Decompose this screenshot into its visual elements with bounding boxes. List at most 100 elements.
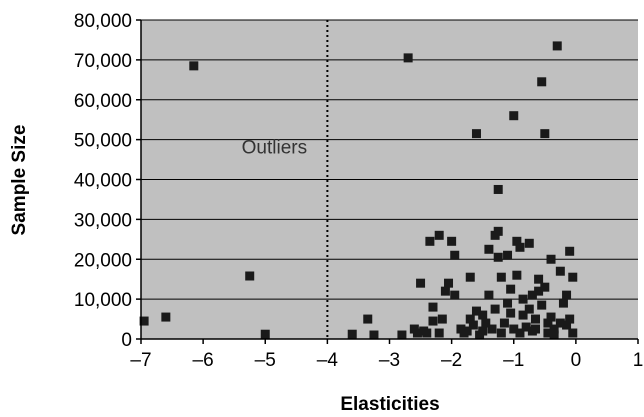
data-point [416,278,426,288]
data-point [478,310,488,320]
data-point [530,324,540,334]
data-point [189,61,199,71]
x-tick-label: –1 [503,350,524,371]
data-point [440,286,450,296]
data-point [515,328,525,338]
data-points [139,41,578,340]
data-point [509,111,519,121]
data-point [543,328,553,338]
data-point [496,328,506,338]
data-point [434,230,444,240]
data-point [450,290,460,300]
data-point [549,324,559,334]
data-point [450,250,460,260]
data-point [481,318,491,328]
data-point [161,312,171,322]
x-tick-label: –2 [441,350,462,371]
y-tick-label: 50,000 [74,131,132,152]
data-point [484,290,494,300]
data-point [558,298,568,308]
y-tick-label: 30,000 [74,210,132,231]
y-tick-label: 0 [121,330,132,351]
data-point [524,304,534,314]
data-point [546,312,556,322]
data-point [434,328,444,338]
data-point [499,318,509,328]
data-point [568,272,578,282]
data-point [428,316,438,326]
data-point [537,300,547,310]
y-axis-ticks: 0 10,000 20,000 30,000 40,000 50,000 60,000 70,… [74,11,141,351]
data-point [245,271,255,281]
data-point [540,129,550,139]
annotation-outliers: Outliers [242,138,307,159]
data-point [475,330,485,340]
y-tick-label: 70,000 [74,51,132,72]
data-point [425,236,435,246]
data-point [487,324,497,334]
data-point [471,129,481,139]
data-point [565,246,575,256]
data-point [518,294,528,304]
data-point [437,314,447,324]
data-point [527,290,537,300]
data-point [493,184,503,194]
data-point [347,329,357,339]
data-point [555,318,565,328]
data-point [503,250,513,260]
data-point [568,328,578,338]
data-point [493,252,503,262]
data-point [503,298,513,308]
data-point [369,330,379,340]
data-point [555,266,565,276]
y-tick-label: 20,000 [74,250,132,271]
data-point [537,77,547,87]
data-point [462,326,472,336]
x-tick-label: –4 [317,350,339,371]
data-point [534,274,544,284]
data-point [562,320,572,330]
y-tick-label: 10,000 [74,290,132,311]
data-point [534,286,544,296]
x-tick-label: –3 [379,350,400,371]
data-point [444,278,454,288]
data-point [549,330,559,340]
x-tick-label: –5 [255,350,276,371]
data-point [484,244,494,254]
data-point [530,314,540,324]
data-point [565,314,575,324]
data-point [506,284,516,294]
data-point [515,242,525,252]
data-point [490,304,500,314]
x-axis-ticks: –7 –6 –5 –4 –3 –2 –1 0 1 [130,339,643,371]
data-point [540,282,550,292]
data-point [512,236,522,246]
data-point [468,320,478,330]
data-point [412,328,422,338]
data-point [465,314,475,324]
data-point [524,238,534,248]
x-tick-label: –6 [193,350,214,371]
data-point [363,314,373,324]
gridlines [141,19,638,300]
data-point [403,53,413,63]
data-point [552,41,562,51]
data-point [493,226,503,236]
data-point [465,272,475,282]
data-point [471,306,481,316]
data-point [509,324,519,334]
data-point [428,302,438,312]
x-axis-title: Elasticities [340,394,439,415]
data-point [422,328,432,338]
x-tick-label: –7 [130,350,151,371]
data-point [447,236,457,246]
y-tick-label: 80,000 [74,11,132,32]
data-point [512,270,522,280]
x-tick-label: 1 [633,350,644,371]
data-point [496,272,506,282]
data-point [543,318,553,328]
data-point [397,330,407,340]
y-tick-label: 60,000 [74,91,132,112]
y-tick-label: 40,000 [74,171,132,192]
